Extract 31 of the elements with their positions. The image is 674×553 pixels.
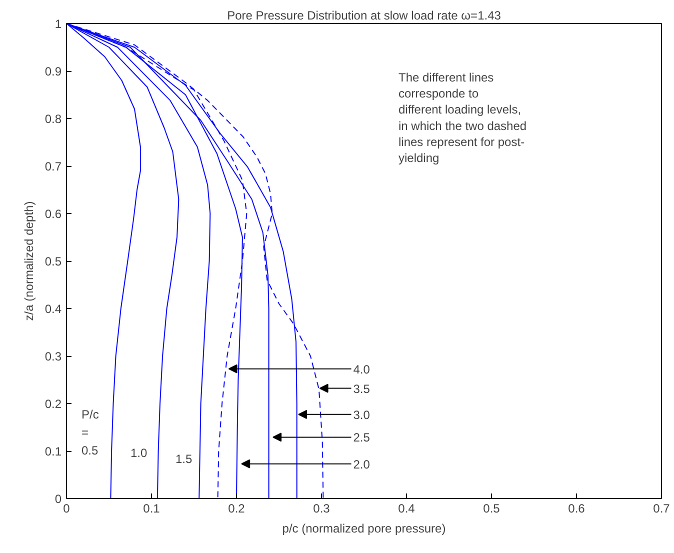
y-tick-label: 0.1 (44, 444, 62, 458)
x-tick-label: 0.3 (313, 502, 330, 516)
x-tick-label: 0.2 (228, 502, 246, 516)
x-axis-title: p/c (normalized pore pressure) (282, 522, 446, 536)
y-tick-label: 0.9 (44, 64, 62, 78)
y-tick-label: 0.6 (44, 207, 62, 221)
y-tick-label: 0.8 (44, 112, 62, 126)
x-tick-label: 0.5 (483, 502, 500, 516)
x-tick-label: 0.4 (398, 502, 416, 516)
annotation: 4.0 (353, 362, 370, 376)
chart-title: Pore Pressure Distribution at slow load rate ω=1.43 (227, 8, 502, 22)
annotation: 1.0 (130, 446, 148, 460)
annotation: 1.5 (176, 452, 193, 466)
annotation: 2.5 (353, 430, 370, 445)
y-tick-label: 0.3 (44, 350, 62, 364)
x-tick-label: 0.1 (143, 502, 160, 516)
x-tick-label: 0.7 (653, 502, 670, 516)
annotation: P/c = 0.5 (82, 407, 99, 458)
y-tick-label: 0.5 (44, 254, 62, 268)
annotation: The different lines corresponde to different loading levels, in which the two dashed lines represent for post- yielding (398, 70, 527, 165)
y-tick-label: 0.4 (44, 302, 62, 316)
y-axis-title: z/a (normalized depth) (22, 201, 36, 321)
y-tick-label: 0.2 (44, 397, 62, 411)
annotation: 3.0 (353, 408, 370, 422)
y-tick-label: 0.7 (44, 160, 62, 174)
annotation: 3.5 (353, 382, 370, 396)
y-tick-label: 0 (54, 492, 62, 506)
annotation: 2.0 (353, 457, 370, 472)
x-tick-label: 0 (63, 502, 70, 516)
y-tick-label: 1 (54, 17, 62, 31)
x-tick-label: 0.6 (568, 502, 586, 516)
